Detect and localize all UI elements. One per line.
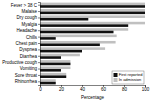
bar bbox=[40, 37, 56, 40]
bar bbox=[40, 41, 116, 44]
y-tick-label: Dyspnea bbox=[19, 47, 37, 52]
x-tick: 60 bbox=[101, 85, 107, 92]
y-tick-mark bbox=[38, 62, 40, 63]
y-tick: Headache bbox=[16, 28, 40, 33]
x-tick-label: 40 bbox=[80, 87, 86, 92]
y-tick-mark bbox=[38, 69, 40, 70]
x-tick: 20 bbox=[59, 85, 65, 92]
y-tick: Chest pain bbox=[15, 41, 40, 46]
bar bbox=[40, 9, 145, 12]
y-tick-mark bbox=[38, 81, 40, 82]
y-tick-label: Fever > 38 C bbox=[11, 3, 38, 8]
chart-svg: 0 20 40 60 80 100 Fever > 38 CMalaiseDry cough… bbox=[0, 0, 150, 100]
chart-container: 0 20 40 60 80 100 Fever > 38 CMalaiseDry cough… bbox=[0, 0, 150, 100]
x-tick-label: 100 bbox=[142, 87, 150, 92]
y-tick-mark bbox=[38, 24, 40, 25]
y-tick: Chills bbox=[26, 35, 40, 40]
bar bbox=[40, 50, 82, 53]
bar bbox=[40, 79, 56, 82]
y-tick: Rhinorrhea bbox=[15, 79, 40, 84]
y-tick-mark bbox=[38, 17, 40, 18]
x-tick: 80 bbox=[122, 85, 128, 92]
plot-area bbox=[40, 3, 145, 85]
legend-swatch bbox=[114, 73, 118, 77]
bar bbox=[40, 24, 128, 27]
x-tick-label: 80 bbox=[122, 87, 128, 92]
legend-frame bbox=[112, 71, 144, 84]
y-tick-label: Chest pain bbox=[15, 41, 37, 46]
bar bbox=[40, 18, 88, 21]
y-tick-mark bbox=[38, 43, 40, 44]
x-tick: 0 bbox=[39, 85, 42, 92]
y-tick-label: Vomiting bbox=[20, 66, 38, 71]
x-tick-label: 60 bbox=[101, 87, 107, 92]
y-tick: Myalgia bbox=[21, 22, 40, 27]
y-tick-mark bbox=[38, 75, 40, 76]
bar bbox=[40, 54, 80, 57]
bar-series bbox=[40, 3, 145, 82]
legend-label: In admission bbox=[119, 77, 141, 82]
y-tick-label: Myalgia bbox=[21, 22, 37, 27]
bar bbox=[40, 3, 145, 6]
bar bbox=[40, 63, 70, 66]
x-tick: 100 bbox=[142, 85, 150, 92]
bar bbox=[40, 73, 66, 76]
bar bbox=[40, 31, 114, 34]
x-axis: 0 20 40 60 80 100 bbox=[39, 85, 150, 92]
bar bbox=[40, 82, 56, 85]
bar bbox=[40, 28, 128, 31]
y-axis: Fever > 38 CMalaiseDry cough MyalgiaHeada… bbox=[2, 3, 40, 86]
y-tick: Dry cough bbox=[16, 15, 40, 20]
bar bbox=[40, 12, 145, 15]
y-tick-mark bbox=[38, 56, 40, 57]
y-tick-label: Malaise bbox=[21, 9, 37, 14]
bar bbox=[40, 56, 61, 59]
x-tick-label: 0 bbox=[39, 87, 42, 92]
bar bbox=[40, 47, 105, 50]
y-tick-label: Rhinorrhea bbox=[15, 79, 38, 84]
bar bbox=[40, 15, 145, 18]
y-tick-mark bbox=[38, 49, 40, 50]
y-tick: Malaise bbox=[21, 9, 40, 14]
x-tick: 40 bbox=[80, 85, 86, 92]
bar bbox=[40, 60, 70, 63]
y-tick-label: Diarrhea bbox=[20, 54, 38, 59]
y-tick-label: Productive cough bbox=[2, 60, 37, 65]
y-tick-mark bbox=[38, 37, 40, 38]
bar bbox=[40, 35, 117, 38]
y-tick: Dyspnea bbox=[19, 47, 40, 52]
x-axis-line bbox=[41, 86, 146, 88]
y-tick-label: Sore throat bbox=[15, 73, 38, 78]
y-tick: Sore throat bbox=[15, 73, 40, 78]
legend: First reportedIn admission bbox=[112, 71, 144, 84]
y-axis-line bbox=[38, 3, 41, 86]
bar bbox=[40, 22, 145, 25]
y-tick-mark bbox=[38, 30, 40, 31]
y-tick: Diarrhea bbox=[20, 54, 40, 59]
bar-series bbox=[40, 5, 145, 84]
x-axis-title: Percentage bbox=[81, 95, 105, 100]
y-tick: Vomiting bbox=[20, 66, 40, 71]
y-tick-label: Chills bbox=[26, 35, 38, 40]
y-tick-label: Dry cough bbox=[16, 15, 37, 20]
y-tick-label: Headache bbox=[16, 28, 37, 33]
x-tick-label: 20 bbox=[59, 87, 65, 92]
legend-swatch bbox=[114, 78, 118, 82]
bar bbox=[40, 5, 145, 8]
y-tick: Fever > 38 C bbox=[11, 3, 40, 8]
bar bbox=[40, 66, 70, 69]
bar bbox=[40, 75, 66, 78]
y-tick-mark bbox=[38, 5, 40, 6]
bar bbox=[40, 44, 100, 47]
bar bbox=[40, 69, 61, 72]
y-tick-mark bbox=[38, 11, 40, 12]
y-tick: Productive cough bbox=[2, 60, 40, 65]
